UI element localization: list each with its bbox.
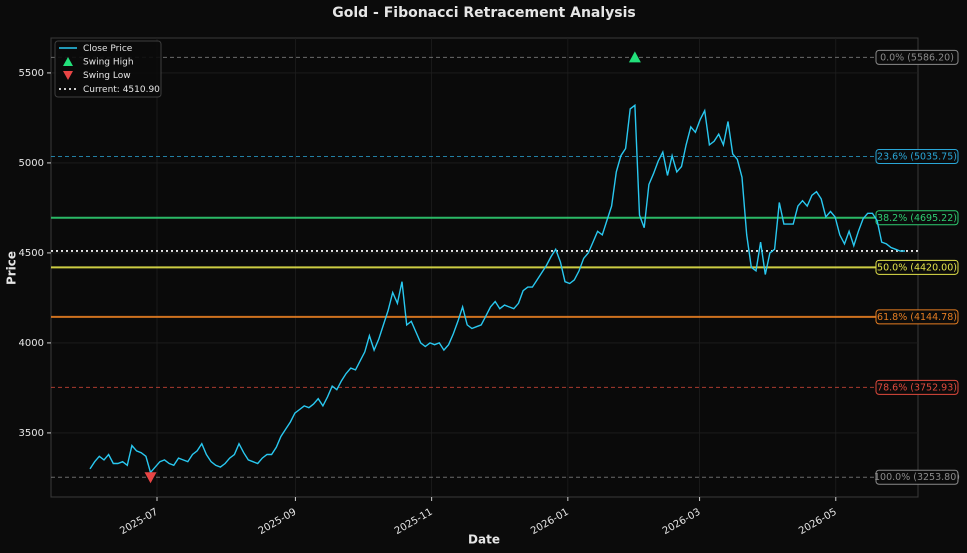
y-tick-label: 3500 — [19, 428, 44, 439]
fib-label: 23.6% (5035.75) — [877, 151, 957, 162]
price-line — [89, 103, 906, 474]
legend-label: Swing High — [83, 58, 134, 68]
fib-label: 38.2% (4695.22) — [877, 213, 957, 224]
fib-label-box — [875, 148, 959, 164]
fib-label-box — [875, 49, 959, 65]
chart-title: Gold - Fibonacci Retracement Analysis — [332, 5, 636, 21]
fib-label: 100.0% (3253.80) — [874, 472, 960, 483]
y-tick-label: 4500 — [19, 248, 44, 259]
fib-label: 78.6% (3752.93) — [877, 382, 957, 393]
legend-label: Current: 4510.90 — [83, 85, 160, 95]
fib-label-box — [875, 309, 959, 325]
legend-swatch — [63, 57, 73, 66]
legend-swatch — [63, 71, 73, 80]
legend-box — [54, 40, 162, 98]
fib-label-box — [875, 469, 959, 485]
fib-label-box — [875, 259, 959, 275]
y-tick-label: 5500 — [19, 68, 44, 79]
fib-label: 0.0% (5586.20) — [880, 52, 954, 63]
fib-label: 50.0% (4420.00) — [877, 262, 957, 273]
x-axis-label: Date — [468, 533, 500, 547]
fib-label-box — [875, 379, 959, 395]
legend-label: Swing Low — [83, 71, 131, 81]
fib-label: 61.8% (4144.78) — [877, 312, 957, 323]
legend-label: Close Price — [83, 44, 133, 54]
swing-high-marker — [628, 51, 641, 63]
y-axis-label: Price — [5, 251, 19, 285]
y-tick-label: 4000 — [19, 338, 44, 349]
swing-low-marker — [144, 472, 157, 484]
y-tick-label: 5000 — [19, 158, 44, 169]
